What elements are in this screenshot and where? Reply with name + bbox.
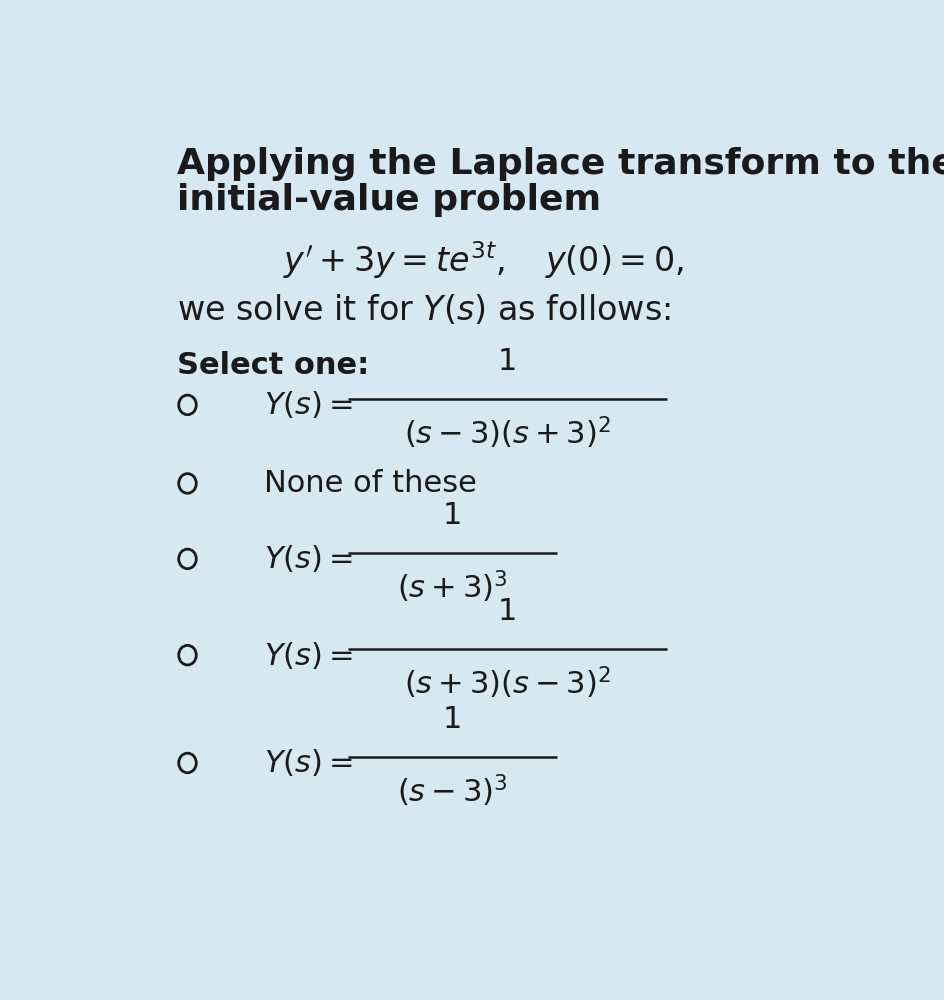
Text: initial-value problem: initial-value problem [177, 183, 600, 217]
Text: $Y(s) =$: $Y(s) =$ [264, 747, 353, 778]
Text: Applying the Laplace transform to the: Applying the Laplace transform to the [177, 147, 944, 181]
Text: $(s + 3)(s - 3)^2$: $(s + 3)(s - 3)^2$ [404, 664, 611, 701]
Text: $y' + 3y = te^{3t}, \quad y(0) = 0,$: $y' + 3y = te^{3t}, \quad y(0) = 0,$ [283, 239, 684, 281]
Text: Select one:: Select one: [177, 351, 369, 380]
Text: $(s - 3)^3$: $(s - 3)^3$ [397, 772, 508, 809]
Text: 1: 1 [497, 597, 517, 626]
Text: 1: 1 [443, 501, 463, 530]
Text: $Y(s) =$: $Y(s) =$ [264, 543, 353, 574]
Text: $Y(s) =$: $Y(s) =$ [264, 640, 353, 671]
Text: None of these: None of these [264, 469, 478, 498]
Text: $Y(s) =$: $Y(s) =$ [264, 389, 353, 420]
Text: we solve it for $Y(s)$ as follows:: we solve it for $Y(s)$ as follows: [177, 293, 670, 327]
Text: $(s - 3)(s + 3)^2$: $(s - 3)(s + 3)^2$ [404, 414, 611, 451]
Text: $(s + 3)^3$: $(s + 3)^3$ [397, 568, 508, 605]
Text: 1: 1 [497, 347, 517, 376]
Text: 1: 1 [443, 705, 463, 734]
